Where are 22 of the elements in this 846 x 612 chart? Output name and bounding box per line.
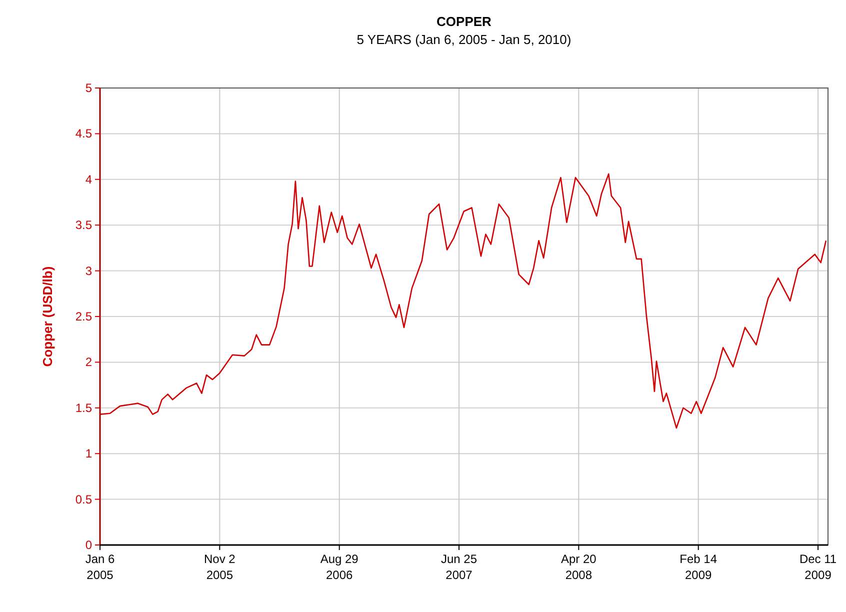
x-tick-label: Jun 25 2007: [441, 552, 478, 582]
chart-title: COPPER: [436, 14, 492, 29]
y-tick-label: 2.5: [75, 310, 92, 324]
y-tick-label: 2: [85, 355, 92, 370]
line-series: [99, 173, 827, 429]
x-tick-label: Apr 20 2008: [561, 552, 597, 582]
y-tick-label: 5: [85, 81, 92, 95]
chart-subtitle: 5 YEARS (Jan 6, 2005 - Jan 5, 2010): [356, 32, 572, 47]
y-axis-title: Copper (USD/lb): [40, 266, 55, 367]
x-tick-label: Nov 2 2005: [204, 552, 236, 582]
x-tick-label: Dec 11 2009: [799, 552, 837, 582]
y-tick-label: 1: [85, 446, 92, 461]
y-tick-label: 1.5: [75, 400, 92, 415]
x-tick-label: Jan 6 2005: [85, 552, 115, 582]
x-tick-label: Feb 14 2009: [680, 552, 718, 582]
x-tick-label: Aug 29 2006: [320, 552, 359, 582]
y-tick-label: 0: [85, 538, 92, 552]
y-tick-label: 0.5: [75, 492, 92, 506]
y-tick-label: 4.5: [75, 126, 92, 141]
y-tick-label: 4: [85, 172, 92, 186]
y-tick-label: 3: [85, 264, 92, 278]
y-tick-label: 3.5: [75, 218, 92, 232]
